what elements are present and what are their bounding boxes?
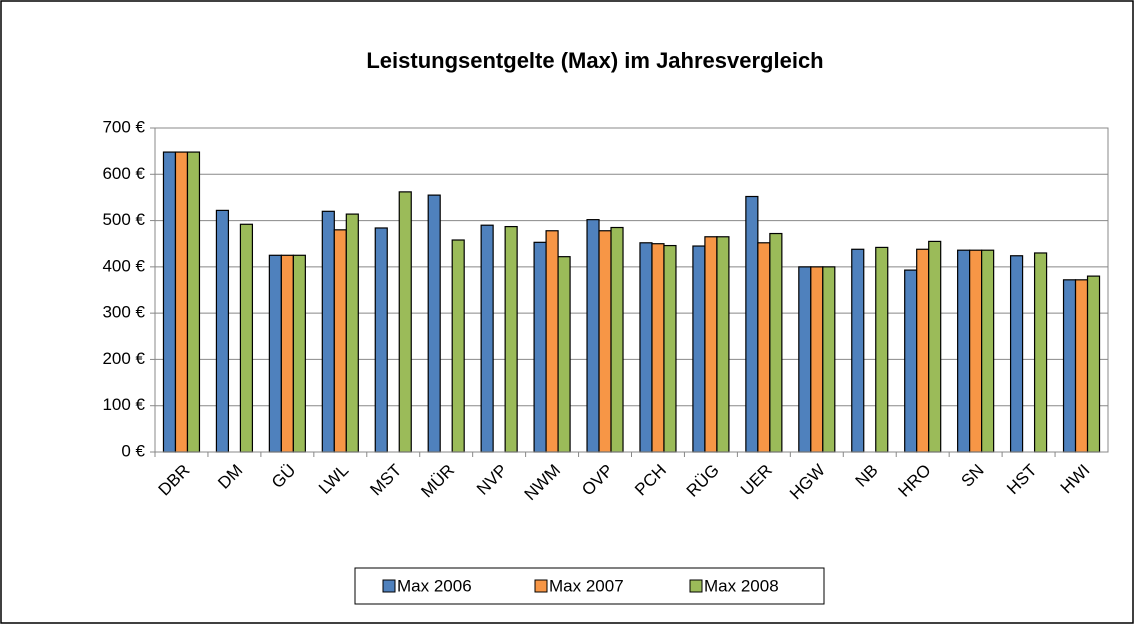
bar [692,245,706,453]
bar [598,230,612,453]
bar [757,242,771,453]
bar [268,254,282,453]
y-tick-label: 200 € [102,349,145,368]
y-tick-label: 700 € [102,117,145,136]
bar [1062,279,1077,453]
bar [333,229,347,453]
bar [280,254,294,453]
bar [239,223,254,453]
bar [822,266,836,453]
bar [504,225,518,453]
bar [1086,275,1101,453]
bar [174,151,189,453]
bar [1074,279,1089,453]
legend-swatch [534,579,548,593]
bar [610,226,624,453]
bar [981,249,995,453]
bar [215,209,230,453]
bar [651,243,665,453]
bar [345,213,359,453]
bar [969,249,983,453]
y-tick-label: 0 € [121,441,145,460]
bar [663,244,677,453]
y-tick-label: 500 € [102,210,145,229]
bar [769,232,783,453]
legend-swatch [689,579,703,593]
bar [1033,252,1048,453]
bar [427,194,441,453]
bar [904,269,918,453]
y-tick-label: 600 € [102,164,145,183]
bar [545,230,559,453]
bar [716,236,730,453]
y-tick-label: 400 € [102,256,145,275]
y-tick-label: 300 € [102,303,145,322]
bar [639,242,653,453]
legend-label: Max 2006 [397,576,472,595]
bar [480,224,494,453]
bar [875,246,889,453]
bar [957,249,971,453]
chart-title: Leistungsentgelte (Max) im Jahresverglei… [366,48,823,73]
legend-label: Max 2007 [549,576,624,595]
bar [321,210,335,453]
bar [1009,255,1024,453]
y-tick-label: 100 € [102,395,145,414]
bar [557,256,571,453]
bar [851,248,865,453]
bar [745,195,759,453]
bar [798,266,812,453]
bar [186,151,201,453]
bar [533,241,547,453]
bar [928,240,942,453]
bar [162,151,177,453]
legend-swatch [382,579,396,593]
legend-box [354,567,825,605]
bar [292,254,306,453]
plot-area [154,127,1109,453]
bar [704,236,718,453]
bar [586,219,600,453]
bar [398,191,412,453]
legend-label: Max 2008 [704,576,779,595]
bar [374,227,388,453]
bar [451,239,465,453]
bar [916,248,930,453]
bar [810,266,824,453]
